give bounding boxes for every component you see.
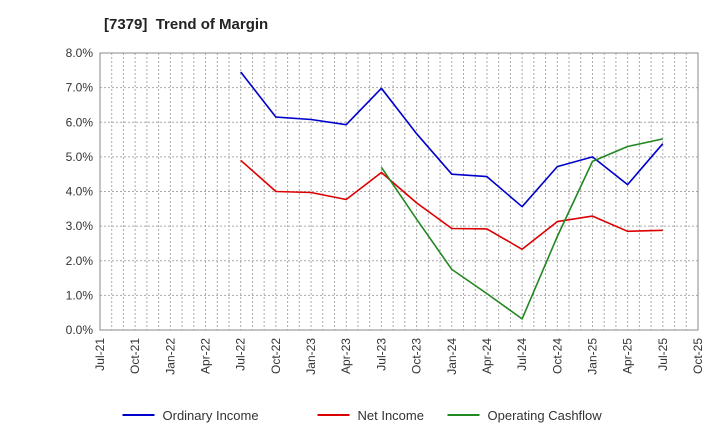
x-tick-label: Apr-24 <box>480 338 494 374</box>
x-tick-label: Jul-23 <box>374 338 388 371</box>
x-tick-label: Jul-25 <box>656 338 670 371</box>
grid <box>99 52 699 331</box>
x-tick-label: Jan-23 <box>304 338 318 375</box>
y-tick-label: 7.0% <box>66 81 94 95</box>
x-tick-label: Apr-22 <box>199 338 213 374</box>
series-line-operating-cashflow <box>380 138 663 320</box>
legend-label-operating-cashflow: Operating Cashflow <box>488 408 603 423</box>
x-tick-label: Apr-25 <box>621 338 635 374</box>
series-line-ordinary-income <box>240 71 664 208</box>
x-tick-label: Jul-24 <box>515 338 529 371</box>
plot-frame <box>99 52 699 331</box>
legend-label-net-income: Net Income <box>358 408 424 423</box>
y-tick-label: 4.0% <box>66 185 94 199</box>
x-tick-label: Jul-21 <box>93 338 107 371</box>
x-tick-label: Oct-23 <box>410 338 424 374</box>
y-tick-label: 1.0% <box>66 288 94 302</box>
y-tick-label: 3.0% <box>66 219 94 233</box>
y-tick-label: 5.0% <box>66 150 94 164</box>
legend-label-ordinary-income: Ordinary Income <box>163 408 259 423</box>
x-tick-label: Apr-23 <box>339 338 353 374</box>
x-tick-label: Oct-21 <box>128 338 142 374</box>
x-tick-label: Oct-24 <box>550 338 564 374</box>
x-tick-label: Oct-22 <box>269 338 283 374</box>
x-axis-ticks: Jul-21 Oct-21 Jan-22 Apr-22 Jul-22 Oct-22 Jan-… <box>93 338 705 375</box>
chart-title: [7379] Trend of Margin <box>104 16 269 33</box>
y-tick-label: 8.0% <box>66 46 94 60</box>
y-axis-ticks: 0.0% 1.0% 2.0% 3.0% 4.0% 5.0% 6.0% 7.0% 8.0% <box>66 46 94 337</box>
x-tick-label: Jul-22 <box>234 338 248 371</box>
x-tick-label: Oct-25 <box>691 338 705 374</box>
y-tick-label: 6.0% <box>66 115 94 129</box>
x-tick-label: Jan-22 <box>163 338 177 375</box>
series-line-net-income <box>240 159 663 251</box>
series-lines <box>240 71 664 320</box>
x-tick-label: Jan-24 <box>445 338 459 375</box>
x-tick-label: Jan-25 <box>585 338 599 375</box>
y-tick-label: 2.0% <box>66 254 94 268</box>
legend: Ordinary Income Net Income Operating Cashf… <box>122 408 603 423</box>
y-tick-label: 0.0% <box>66 323 94 337</box>
